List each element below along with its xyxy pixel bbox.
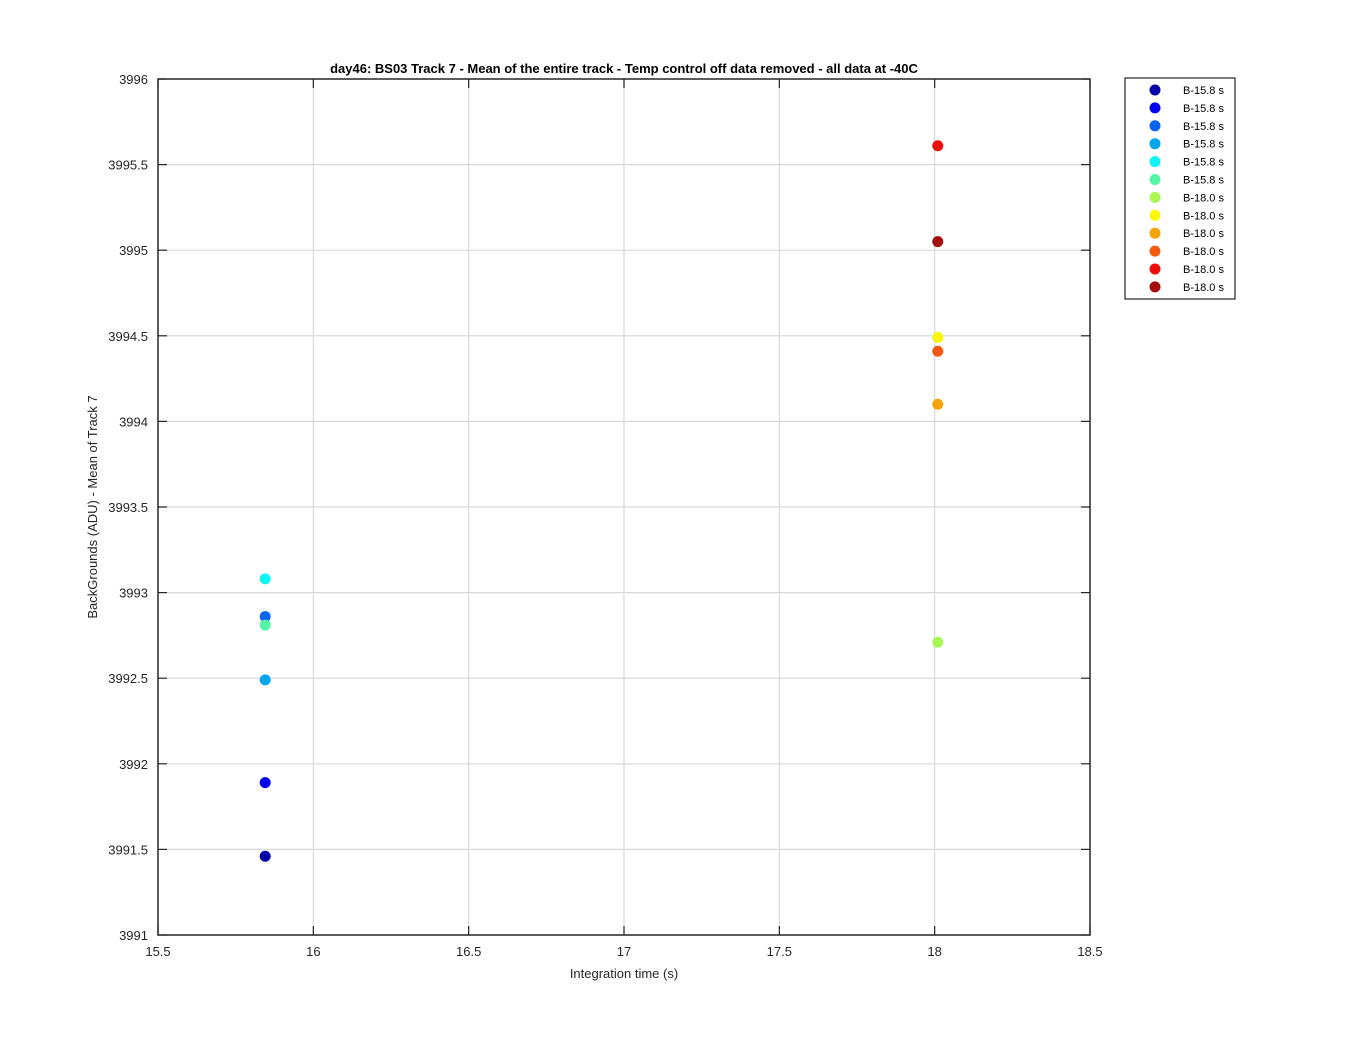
legend-marker-9 [1149,227,1161,239]
chart-title: day46: BS03 Track 7 - Mean of the entire… [330,61,918,76]
legend-marker-12 [1149,281,1161,293]
data-point-1 [259,850,271,862]
legend-marker-5 [1149,156,1161,168]
y-tick-labels: 3991 3991.5 3992 3992.5 3993 3993.5 3994 3994.5… [108,72,148,943]
data-point-6 [259,619,271,631]
x-tick-label: 16.5 [456,944,481,959]
legend: B-15.8 s B-15.8 s B-15.8 s B-15.8 s B-15.8 s… [1124,77,1236,300]
legend-label-10: B-18.0 s [1183,246,1224,258]
legend-label-5: B-15.8 s [1183,157,1224,169]
legend-label-2: B-15.8 s [1183,103,1224,115]
x-tick-label: 15.5 [145,944,170,959]
legend-label-4: B-15.8 s [1183,139,1224,151]
legend-marker-10 [1149,245,1161,257]
data-point-10 [932,345,944,357]
legend-label-6: B-15.8 s [1183,175,1224,187]
legend-label-7: B-18.0 s [1183,192,1224,204]
y-tick-label: 3995 [119,243,148,258]
y-tick-label: 3994 [119,414,148,429]
data-point-3 [259,611,271,623]
grid-lines [158,79,1090,935]
data-point-5 [259,573,271,585]
legend-label-8: B-18.0 s [1183,210,1224,222]
y-tick-label: 3993.5 [108,500,148,515]
data-point-11 [932,140,944,152]
data-point-7 [932,636,944,648]
x-tick-label: 17 [617,944,631,959]
data-point-9 [932,398,944,410]
legend-label-1: B-15.8 s [1183,85,1224,97]
legend-label-12: B-18.0 s [1183,282,1224,294]
legend-marker-11 [1149,263,1161,275]
data-point-2 [259,777,271,789]
y-tick-label: 3996 [119,72,148,87]
legend-marker-4 [1149,138,1161,150]
legend-label-11: B-18.0 s [1183,264,1224,276]
x-tick-label: 16 [306,944,320,959]
x-tick-label: 18.5 [1077,944,1102,959]
data-point-8 [932,332,944,344]
y-tick-label: 3991.5 [108,842,148,857]
x-tick-label: 17.5 [767,944,792,959]
y-tick-label: 3995.5 [108,158,148,173]
data-point-4 [259,674,271,686]
legend-label-3: B-15.8 s [1183,121,1224,133]
y-tick-label: 3991 [119,928,148,943]
legend-marker-1 [1149,84,1161,96]
axis-ticks [157,78,1091,936]
x-tick-labels: 15.5 16 16.5 17 17.5 18 18.5 [145,944,1102,959]
y-tick-label: 3992 [119,757,148,772]
data-points [259,140,944,862]
x-axis-label: Integration time (s) [570,966,678,981]
y-tick-label: 3992.5 [108,671,148,686]
data-point-12 [932,236,944,248]
x-tick-label: 18 [927,944,941,959]
y-tick-label: 3993 [119,586,148,601]
y-axis-label: BackGrounds (ADU) - Mean of Track 7 [85,395,100,618]
legend-marker-6 [1149,174,1161,185]
legend-box [1124,77,1236,300]
legend-marker-7 [1149,191,1161,203]
y-tick-label: 3994.5 [108,329,148,344]
legend-marker-3 [1149,120,1161,132]
legend-marker-2 [1149,102,1161,114]
legend-label-9: B-18.0 s [1183,228,1224,240]
legend-marker-8 [1149,209,1161,221]
